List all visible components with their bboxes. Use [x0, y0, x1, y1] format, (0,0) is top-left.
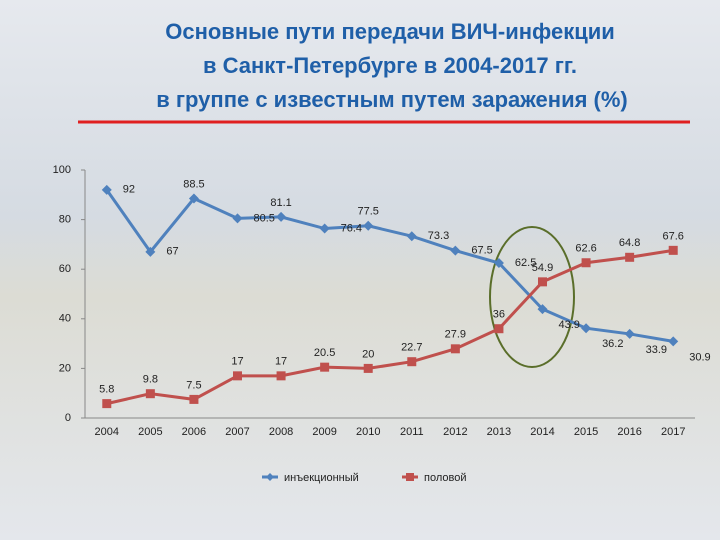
y-tick-label: 20 [59, 362, 71, 374]
y-tick-label: 80 [59, 214, 71, 226]
data-label: 30.9 [689, 351, 710, 363]
point [101, 184, 112, 195]
data-label: 62.6 [575, 243, 596, 255]
point [276, 371, 286, 381]
point [363, 220, 374, 231]
data-label: 77.5 [358, 206, 379, 218]
point [493, 258, 504, 268]
highlight-ellipse [489, 226, 575, 368]
data-label: 54.9 [532, 262, 553, 274]
legend-marker [266, 473, 274, 481]
data-label: 80.5 [254, 212, 275, 224]
point [537, 304, 548, 315]
data-label: 5.8 [99, 384, 114, 396]
y-tick-label: 40 [59, 313, 71, 325]
data-label: 76.4 [341, 222, 362, 234]
data-label: 62.5 [515, 257, 536, 269]
y-tick-label: 100 [53, 164, 71, 176]
data-label: 20.5 [314, 347, 335, 359]
x-tick-label: 2014 [530, 426, 554, 438]
data-label: 33.9 [646, 344, 667, 356]
x-tick-label: 2011 [400, 426, 424, 438]
data-label: 36 [493, 309, 505, 321]
point [494, 324, 504, 334]
y-tick-label: 60 [59, 263, 71, 275]
point [450, 245, 461, 256]
x-tick-label: 2004 [95, 426, 119, 438]
point [320, 362, 330, 372]
data-label: 81.1 [270, 197, 291, 209]
point [363, 363, 373, 373]
data-label: 92 [123, 184, 135, 196]
data-label: 64.8 [619, 237, 640, 249]
data-label: 20 [362, 348, 374, 360]
legend-label: половой [424, 472, 466, 484]
x-tick-label: 2012 [443, 426, 467, 438]
point [581, 323, 592, 334]
data-label: 73.3 [428, 230, 449, 242]
x-tick-label: 2017 [661, 426, 685, 438]
x-tick-label: 2005 [138, 426, 162, 438]
data-label: 88.5 [183, 178, 204, 190]
point [276, 211, 287, 222]
x-tick-label: 2006 [182, 426, 206, 438]
point [233, 371, 242, 381]
point [319, 223, 330, 234]
x-tick-label: 2009 [312, 426, 336, 438]
point [538, 277, 547, 287]
data-label: 22.7 [401, 342, 422, 354]
x-tick-label: 2013 [487, 426, 511, 438]
data-label: 9.8 [143, 374, 158, 386]
point [189, 394, 199, 404]
data-label: 17 [275, 356, 287, 368]
series-line [106, 248, 674, 406]
data-label: 67.6 [663, 230, 684, 242]
data-label: 27.9 [445, 329, 466, 341]
data-label: 67.5 [471, 245, 492, 257]
point [145, 246, 156, 257]
data-label: 7.5 [186, 379, 201, 391]
data-label: 67 [166, 246, 178, 258]
y-tick-label: 0 [65, 412, 71, 424]
point [624, 328, 635, 339]
point [406, 231, 417, 242]
title-line: в группе с известным путем заражения (%) [156, 87, 628, 112]
x-tick-label: 2007 [225, 426, 249, 438]
title-line: в Санкт-Петербурге в 2004-2017 гг. [203, 53, 577, 78]
point [668, 336, 679, 347]
point [668, 245, 678, 255]
x-tick-label: 2008 [269, 426, 293, 438]
x-tick-label: 2010 [356, 426, 380, 438]
data-label: 36.2 [602, 338, 623, 350]
point [102, 399, 112, 409]
point [625, 252, 635, 262]
x-tick-label: 2016 [617, 426, 641, 438]
point [145, 389, 155, 399]
data-label: 43.9 [559, 319, 580, 331]
point [581, 258, 591, 268]
data-label: 17 [231, 356, 243, 368]
point [188, 193, 199, 204]
point [407, 357, 417, 367]
series-line [105, 188, 674, 343]
point [450, 344, 460, 354]
legend-marker [406, 473, 414, 481]
point [232, 213, 243, 224]
x-tick-label: 2015 [574, 426, 598, 438]
legend-label: инъекционный [284, 472, 359, 484]
title-line: Основные пути передачи ВИЧ-инфекции [165, 19, 615, 44]
